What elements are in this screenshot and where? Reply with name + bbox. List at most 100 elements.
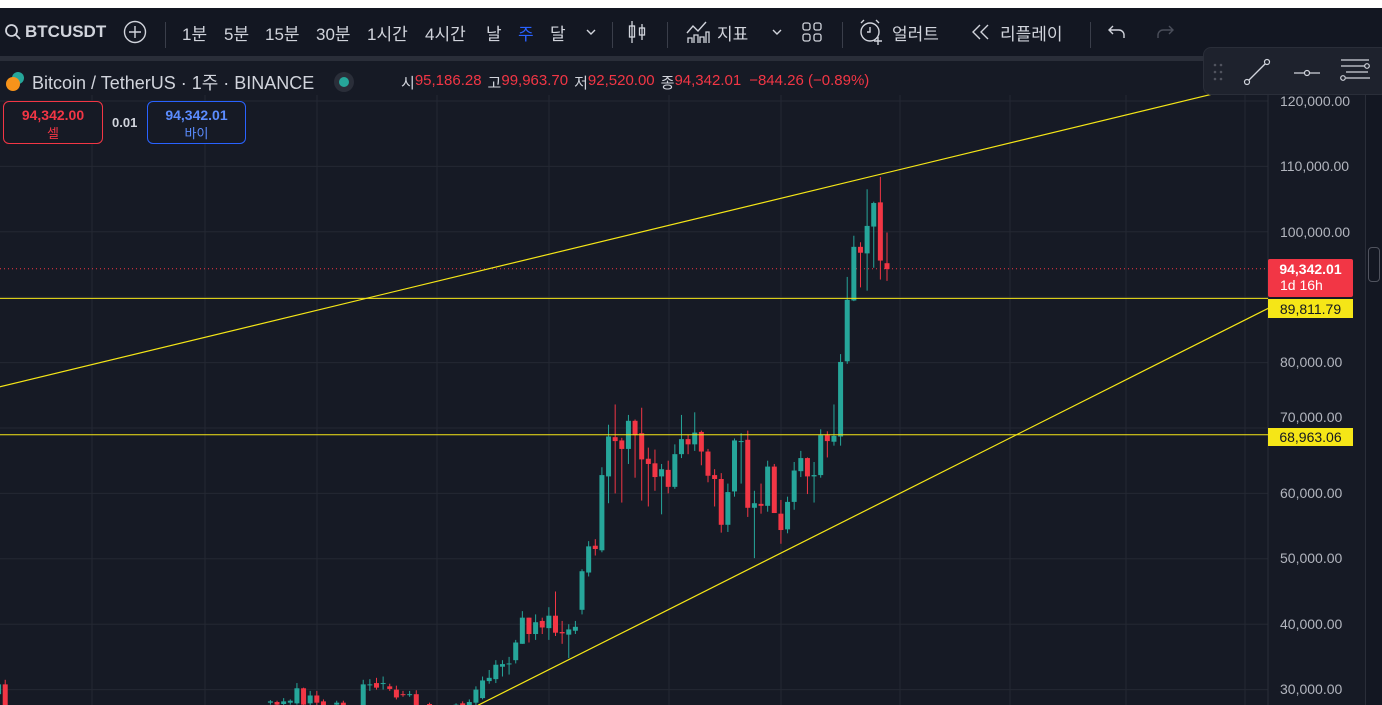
symbol-search-button[interactable]: BTCUSDT [4,8,106,56]
trend-line-drawing [0,91,1222,388]
axis-label: 100,000.00 [1280,224,1351,240]
interval-month[interactable]: 달 [550,24,566,44]
candle-up [672,454,678,487]
candle-up [586,546,592,573]
candle-down [857,246,863,253]
axis-label: 110,000.00 [1280,158,1350,174]
candle-down [665,469,671,487]
axis-label: 60,000.00 [1280,485,1343,501]
close-label: 종 [660,75,675,92]
drag-handle-icon[interactable] [1212,62,1224,82]
interval-30m[interactable]: 30분 [316,24,351,44]
chart-background [0,61,1382,705]
axis-label: 50,000.00 [1280,550,1343,566]
axis-label: 70,000.00 [1280,409,1343,425]
scroll-thumb[interactable] [1368,247,1380,282]
candle-down [685,439,691,445]
candle-down [539,620,545,628]
price-chart[interactable] [0,61,1382,705]
candle-up [493,664,499,680]
interval-4h[interactable]: 4시간 [425,24,466,44]
last-price-tag: 94,342.01 1d 16h [1268,259,1353,297]
indicators-button[interactable]: 지표 [685,8,748,56]
sell-button[interactable]: 94,342.00 셀 [3,101,103,144]
candle-up [360,684,366,705]
chart-type-button[interactable] [626,8,648,56]
candle-up [831,435,837,442]
candle-down [553,615,558,633]
candle-up [294,688,300,704]
candle-up [407,694,413,696]
alert-button[interactable]: 얼러트 [858,8,939,56]
chevron-down-icon [586,29,596,35]
sell-label: 셀 [47,126,59,141]
axis-label: 120,000.00 [1280,93,1351,109]
layout-button[interactable] [801,8,823,56]
candle-up [871,203,877,227]
market-status-indicator[interactable] [334,72,355,92]
candle-down [400,694,406,696]
alert-label: 얼러트 [892,24,939,44]
right-scrollbar[interactable] [1365,95,1382,705]
interval-week-active[interactable]: 주 [518,24,534,44]
interval-5m[interactable]: 5분 [224,24,250,44]
candle-down [804,458,810,477]
ohlc-values: 시 95,186.28 고 99,963.70 저 92,520.00 종 94,342… [395,72,869,93]
chevron-down-icon [772,29,782,35]
toolbar-separator [0,56,1382,61]
replay-label: 리플레이 [1000,24,1063,44]
symbol-title[interactable]: Bitcoin / TetherUS · 1주 · BINANCE [32,73,315,93]
candle-down [639,433,645,460]
horizontal-ray-tool-icon[interactable] [1292,57,1322,87]
candle-up [486,677,492,682]
candle-down [745,439,751,508]
sell-price: 94,342.00 [21,107,85,123]
candle-up [519,617,525,644]
candle-down [559,632,565,634]
layout-grid-icon [802,22,822,42]
candle-down [387,686,393,689]
interval-day[interactable]: 날 [486,24,502,44]
candle-up [599,475,605,551]
open-label: 시 [401,75,415,92]
axis-label: 80,000.00 [1280,354,1343,370]
trend-line-tool-icon[interactable] [1242,57,1272,87]
indicators-dropdown-button[interactable] [770,8,784,56]
candle-up [838,361,844,437]
buy-button[interactable]: 94,342.01 바이 [147,101,246,144]
candle-up [533,622,539,635]
candle-down [612,437,618,442]
search-icon [5,24,21,40]
chart-legend: Bitcoin / TetherUS · 1주 · BINANCE [0,70,355,94]
candle-up [572,626,578,631]
low-label: 저 [574,75,588,92]
candle-down [413,694,419,705]
parallel-channel-tool-icon[interactable] [1338,56,1372,88]
candle-down [698,431,704,452]
candle-up [546,615,552,629]
candle-up [678,439,684,455]
plus-circle-icon [123,20,147,44]
interval-15m[interactable]: 15분 [265,24,300,44]
candle-up [281,701,287,704]
interval-dropdown-button[interactable] [584,8,598,56]
bar-countdown: 1d 16h [1280,277,1323,293]
interval-1h[interactable]: 1시간 [367,24,408,44]
interval-1m[interactable]: 1분 [182,24,208,44]
candlestick-icon [628,21,646,43]
candle-up [466,702,472,705]
undo-button[interactable] [1106,8,1128,56]
redo-icon [1157,25,1174,38]
compare-symbol-button[interactable] [123,8,147,56]
last-price-value: 94,342.01 [1279,261,1342,277]
divider [612,22,613,48]
candle-up [791,470,797,502]
high-label: 고 [487,75,502,92]
candle-up [380,683,386,685]
replay-button[interactable]: 리플레이 [970,8,1063,56]
divider [667,22,668,48]
candle-up [473,689,479,703]
candle-up [851,246,857,301]
redo-button[interactable] [1154,8,1176,56]
candle-down [645,458,651,464]
